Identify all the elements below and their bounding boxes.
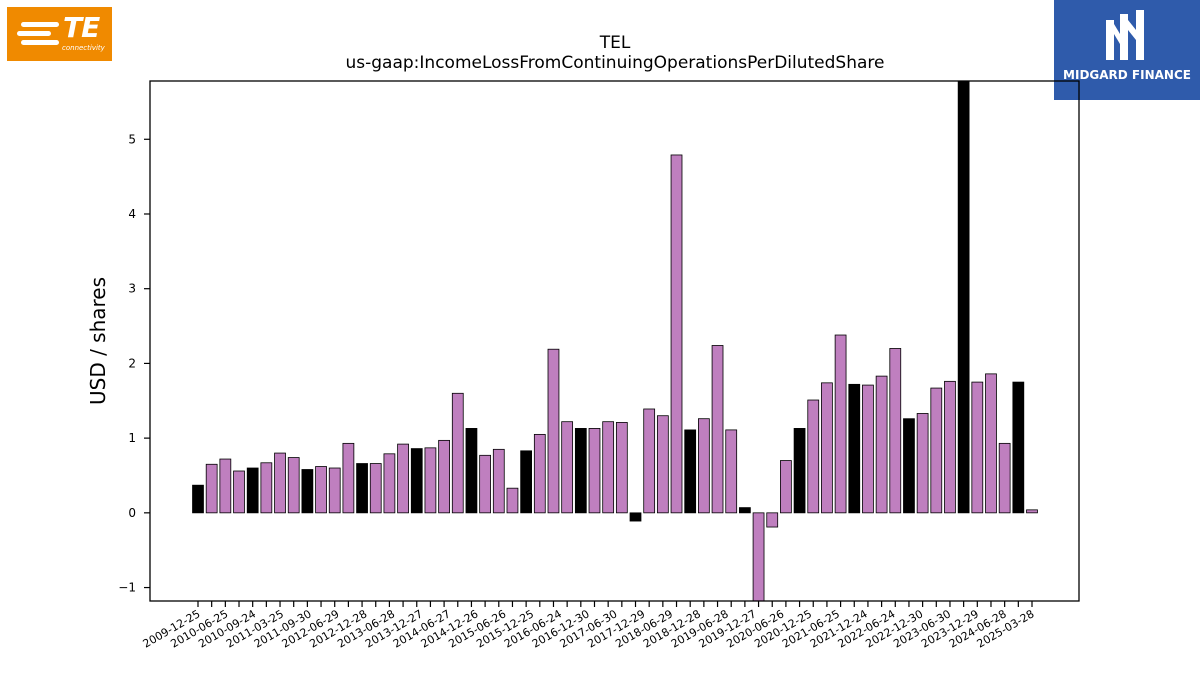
bar xyxy=(684,429,697,514)
bar xyxy=(547,348,560,514)
bar xyxy=(520,450,532,514)
logo-left-subtext: connectivity xyxy=(62,44,105,52)
bar xyxy=(588,428,601,514)
y-tick-label: 1 xyxy=(128,431,136,445)
bar xyxy=(698,418,710,514)
y-axis: −1 0 1 2 3 4 5 xyxy=(118,132,150,595)
bar xyxy=(410,448,423,514)
plot-frame xyxy=(149,80,1080,602)
bar xyxy=(342,442,355,514)
bar xyxy=(615,422,628,514)
bar xyxy=(315,466,327,514)
bar xyxy=(834,334,847,514)
bar xyxy=(192,484,204,514)
bar xyxy=(533,433,546,514)
bar xyxy=(875,375,888,514)
bar xyxy=(602,421,615,514)
bar xyxy=(862,384,874,514)
bar xyxy=(424,447,437,514)
y-tick-label: 0 xyxy=(128,506,136,520)
y-tick-label: 5 xyxy=(128,132,136,146)
bar xyxy=(465,428,478,514)
bar xyxy=(793,428,806,514)
y-axis-label: USD / shares xyxy=(86,277,110,405)
bar xyxy=(821,382,833,514)
bar xyxy=(561,421,574,514)
bar xyxy=(725,429,738,514)
bars-group xyxy=(192,80,1038,602)
midgard-finance-logo: MIDGARD FINANCE xyxy=(1054,0,1200,100)
bar xyxy=(957,80,970,514)
midgard-emblem-icon xyxy=(1106,10,1144,60)
bar xyxy=(356,463,368,514)
bar xyxy=(205,463,218,514)
bar xyxy=(301,469,314,514)
bar xyxy=(944,380,956,514)
bar xyxy=(397,443,409,514)
bar xyxy=(998,442,1011,514)
y-tick-label: −1 xyxy=(118,581,136,595)
bar xyxy=(492,448,505,514)
te-connectivity-logo: TE connectivity xyxy=(7,7,112,61)
bar xyxy=(287,457,300,514)
bar xyxy=(260,462,273,514)
bar xyxy=(506,487,519,514)
y-tick-label: 2 xyxy=(128,356,136,370)
bar xyxy=(369,463,382,514)
chart-subtitle: us-gaap:IncomeLossFromContinuingOperatio… xyxy=(346,53,885,73)
x-axis: 2009-12-252010-06-252010-09-242011-03-25… xyxy=(141,601,1037,651)
bar xyxy=(752,512,765,602)
bar xyxy=(629,512,642,522)
bar xyxy=(643,408,656,514)
logo-right-text: MIDGARD FINANCE xyxy=(1063,68,1191,82)
bar xyxy=(930,387,943,514)
bar xyxy=(780,460,792,514)
bar xyxy=(479,454,491,514)
chart-title: TEL xyxy=(599,33,631,53)
bar xyxy=(1012,381,1025,514)
bar xyxy=(219,458,232,514)
bar xyxy=(328,467,341,514)
y-tick-label: 3 xyxy=(128,282,136,296)
bar xyxy=(246,467,259,514)
bar xyxy=(274,452,286,514)
bar xyxy=(985,373,997,514)
bar xyxy=(1026,509,1038,514)
bar xyxy=(848,383,861,514)
bar xyxy=(739,507,751,514)
bar xyxy=(670,154,683,514)
bar xyxy=(383,453,396,514)
bar xyxy=(889,348,902,514)
bar xyxy=(711,345,724,514)
bar xyxy=(807,399,820,514)
bar xyxy=(574,428,587,514)
bar xyxy=(656,415,669,514)
logo-left-text: TE xyxy=(63,11,100,44)
bar xyxy=(233,470,245,514)
bar xyxy=(438,439,450,514)
bar xyxy=(903,418,915,514)
bar xyxy=(766,512,779,528)
bar xyxy=(451,392,464,514)
bar xyxy=(916,413,929,514)
y-tick-label: 4 xyxy=(128,207,136,221)
bar xyxy=(971,381,984,514)
